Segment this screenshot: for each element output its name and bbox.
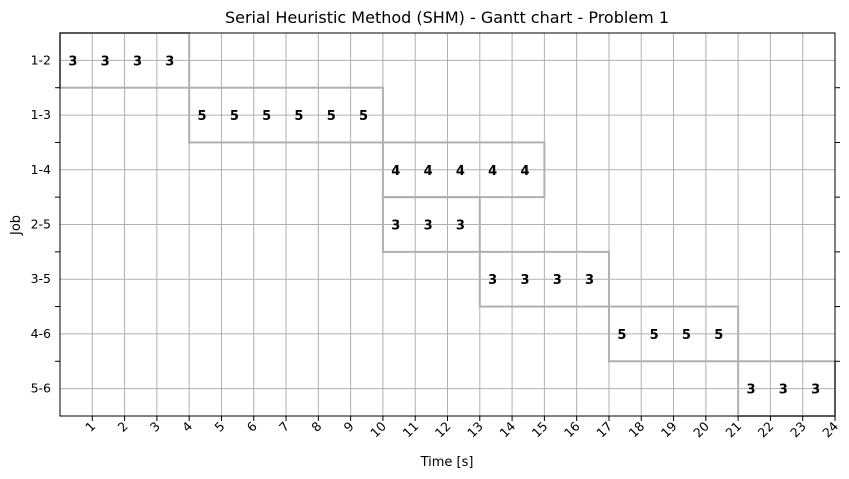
gantt-bar — [381, 196, 481, 253]
bar-value-label: 3 — [553, 273, 562, 288]
y-tick-label: 4-6 — [31, 326, 51, 341]
y-axis-label: Job — [9, 215, 24, 236]
x-tick-label: 14 — [496, 418, 518, 440]
bar-value-label: 5 — [682, 328, 691, 343]
bar-value-label: 5 — [617, 328, 626, 343]
y-tick-label: 1-4 — [31, 162, 51, 177]
bar-value-label: 3 — [456, 219, 465, 234]
bar-value-label: 3 — [165, 54, 174, 69]
x-tick-label: 12 — [432, 419, 454, 441]
bar-value-label: 3 — [488, 273, 497, 288]
x-tick-label: 18 — [626, 418, 648, 440]
bar-value-label: 3 — [68, 54, 77, 69]
bar-value-label: 4 — [424, 164, 433, 179]
bar-value-label: 3 — [747, 383, 756, 398]
bar-value-label: 3 — [779, 383, 788, 398]
x-tick-label: 24 — [819, 418, 841, 440]
x-tick-label: 15 — [529, 419, 551, 441]
x-tick-label: 2 — [114, 419, 130, 435]
bar-value-label: 4 — [391, 164, 400, 179]
bar-value-label: 4 — [488, 164, 497, 179]
bar-value-label: 5 — [359, 109, 368, 124]
y-tick-label: 3-5 — [31, 271, 51, 286]
x-tick-label: 21 — [722, 419, 744, 441]
bar-value-label: 5 — [294, 109, 303, 124]
y-tick-label: 1-3 — [31, 107, 51, 122]
bar-value-label: 5 — [198, 109, 207, 124]
x-tick-label: 20 — [690, 418, 712, 440]
x-tick-label: 8 — [308, 418, 324, 434]
gantt-bar — [478, 250, 610, 308]
bar-value-label: 5 — [650, 328, 659, 343]
x-tick-label: 4 — [179, 418, 195, 434]
bar-value-label: 5 — [327, 109, 336, 124]
bar-value-label: 4 — [520, 164, 529, 179]
bar-value-label: 3 — [101, 54, 110, 69]
x-tick-label: 13 — [464, 419, 486, 441]
ticks: 1 2 3 4 5 6 7 8 9 10 11 12 13 14 15 16 17 18 19 20 21 22 23 241… — [31, 52, 842, 440]
x-tick-label: 7 — [276, 419, 292, 435]
y-tick-label: 5-6 — [31, 381, 51, 396]
x-tick-label: 3 — [147, 419, 163, 435]
bar-value-label: 4 — [456, 164, 465, 179]
grid — [60, 33, 835, 416]
bar-value-label: 3 — [391, 219, 400, 234]
bar-value-label: 3 — [811, 383, 820, 398]
chart-title: Serial Heuristic Method (SHM) - Gantt ch… — [225, 8, 669, 27]
gantt-bar — [607, 305, 740, 363]
x-tick-label: 23 — [787, 419, 809, 441]
x-tick-label: 17 — [593, 419, 615, 441]
x-tick-label: 9 — [341, 418, 357, 434]
x-tick-label: 16 — [561, 418, 583, 440]
x-axis-label: Time [s] — [420, 455, 474, 470]
bar-value-label: 3 — [133, 54, 142, 69]
x-tick-label: 22 — [755, 419, 777, 441]
bar-value-label: 3 — [585, 273, 594, 288]
x-tick-label: 1 — [82, 419, 98, 435]
y-tick-label: 1-2 — [31, 52, 51, 67]
x-tick-label: 6 — [244, 418, 260, 434]
bar-value-label: 3 — [424, 219, 433, 234]
y-tick-label: 2-5 — [31, 217, 51, 232]
x-tick-label: 5 — [211, 419, 227, 435]
bar-value-label: 5 — [714, 328, 723, 343]
bar-value-label: 5 — [262, 109, 271, 124]
x-tick-label: 10 — [367, 418, 389, 440]
x-tick-label: 11 — [399, 419, 421, 441]
bar-value-label: 3 — [520, 273, 529, 288]
x-tick-label: 19 — [658, 418, 680, 440]
gantt-bar — [188, 86, 384, 144]
bar-value-label: 5 — [230, 109, 239, 124]
